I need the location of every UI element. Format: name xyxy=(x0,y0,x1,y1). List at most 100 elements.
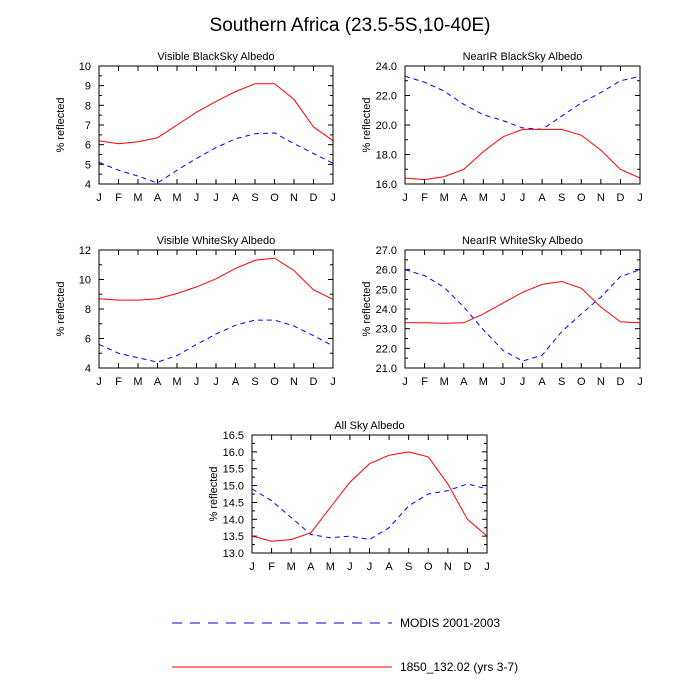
allsky-xtick-label: O xyxy=(424,561,433,573)
nearir-blacksky-xtick-label: M xyxy=(440,192,449,204)
visible-whitesky-series-model xyxy=(98,257,334,301)
nearir-whitesky-series-modis xyxy=(404,269,641,362)
visible-blacksky-xtick-label: A xyxy=(232,192,240,204)
nearir-blacksky-ytick-label: 20.0 xyxy=(376,120,397,132)
nearir-whitesky-ytick-label: 23.0 xyxy=(376,324,397,336)
visible-whitesky-xtick-label: J xyxy=(330,376,336,388)
visible-blacksky-xtick-label: A xyxy=(154,192,162,204)
visible-whitesky-ytick-label: 10 xyxy=(79,275,91,287)
nearir-blacksky-xtick-label: J xyxy=(402,192,408,204)
nearir-whitesky-ylabel: % reflected xyxy=(361,281,373,336)
allsky-xtick-label: A xyxy=(307,561,315,573)
visible-whitesky-ytick-label: 4 xyxy=(85,363,91,375)
visible-whitesky-ytick-label: 12 xyxy=(79,245,91,257)
allsky-ylabel: % reflected xyxy=(208,466,220,521)
nearir-whitesky-ytick-label: 25.0 xyxy=(376,284,397,296)
allsky-ytick-label: 15.0 xyxy=(223,481,244,493)
nearir-whitesky-ytick-label: 24.0 xyxy=(376,304,397,316)
nearir-blacksky-ytick-label: 22.0 xyxy=(376,91,397,103)
visible-whitesky-xtick-label: A xyxy=(232,376,240,388)
nearir-blacksky-xtick-label: N xyxy=(597,192,605,204)
nearir-blacksky-xtick-label: M xyxy=(479,192,488,204)
visible-blacksky-xtick-label: N xyxy=(290,192,298,204)
visible-whitesky-xtick-label: A xyxy=(154,376,162,388)
nearir-blacksky-xtick-label: J xyxy=(500,192,506,204)
nearir-blacksky-xtick-label: F xyxy=(421,192,428,204)
allsky-xtick-label: A xyxy=(385,561,393,573)
allsky-xtick-label: S xyxy=(405,561,412,573)
allsky-title: All Sky Albedo xyxy=(334,420,404,432)
visible-whitesky-xtick-label: J xyxy=(96,376,102,388)
allsky-xtick-label: J xyxy=(484,561,490,573)
visible-blacksky-xtick-label: J xyxy=(330,192,336,204)
visible-whitesky-xtick-label: O xyxy=(270,376,279,388)
visible-blacksky-xtick-label: D xyxy=(310,192,318,204)
nearir-whitesky-xtick-label: M xyxy=(479,376,488,388)
visible-blacksky-ylabel: % reflected xyxy=(55,97,67,152)
allsky-ytick-label: 14.5 xyxy=(223,497,244,509)
nearir-blacksky-frame xyxy=(404,65,641,185)
visible-blacksky-xtick-label: F xyxy=(115,192,122,204)
nearir-whitesky-xtick-label: J xyxy=(402,376,408,388)
allsky-ytick-label: 13.5 xyxy=(223,531,244,543)
nearir-whitesky-xtick-label: J xyxy=(637,376,643,388)
visible-blacksky-series-model xyxy=(98,83,334,145)
nearir-whitesky-title: NearIR WhiteSky Albedo xyxy=(462,235,583,247)
nearir-blacksky-ytick-label: 24.0 xyxy=(376,61,397,73)
nearir-whitesky-xtick-label: F xyxy=(421,376,428,388)
nearir-blacksky-xtick-label: J xyxy=(637,192,643,204)
nearir-blacksky-xtick-label: S xyxy=(558,192,565,204)
visible-whitesky-xtick-label: J xyxy=(194,376,200,388)
nearir-blacksky-xtick-label: D xyxy=(616,192,624,204)
visible-blacksky-xtick-label: J xyxy=(96,192,102,204)
visible-blacksky-ytick-label: 10 xyxy=(79,61,91,73)
visible-blacksky-xtick-label: S xyxy=(251,192,258,204)
visible-whitesky-title: Visible WhiteSky Albedo xyxy=(157,235,275,247)
nearir-whitesky-ytick-label: 26.0 xyxy=(376,265,397,277)
visible-whitesky-ytick-label: 6 xyxy=(85,334,91,346)
visible-blacksky-ytick-label: 8 xyxy=(85,100,91,112)
visible-blacksky-xtick-label: J xyxy=(194,192,200,204)
allsky-ytick-label: 16.5 xyxy=(223,430,244,442)
visible-blacksky-ytick-label: 4 xyxy=(85,179,91,191)
allsky-ytick-label: 16.0 xyxy=(223,447,244,459)
allsky-xtick-label: M xyxy=(287,561,296,573)
allsky-xtick-label: F xyxy=(268,561,275,573)
allsky-series-modis xyxy=(251,483,488,541)
visible-whitesky-xtick-label: F xyxy=(115,376,122,388)
visible-blacksky-ytick-label: 5 xyxy=(85,159,91,171)
nearir-blacksky-ytick-label: 16.0 xyxy=(376,179,397,191)
nearir-blacksky-xtick-label: A xyxy=(460,192,468,204)
legend-label-modis: MODIS 2001-2003 xyxy=(400,616,500,630)
visible-whitesky-ylabel: % reflected xyxy=(55,281,67,336)
nearir-whitesky-xtick-label: J xyxy=(520,376,526,388)
visible-whitesky-xtick-label: M xyxy=(172,376,181,388)
allsky-xtick-label: M xyxy=(326,561,335,573)
nearir-whitesky-xtick-label: S xyxy=(558,376,565,388)
allsky-ytick-label: 14.0 xyxy=(223,514,244,526)
visible-whitesky-xtick-label: S xyxy=(251,376,258,388)
visible-whitesky-xtick-label: N xyxy=(290,376,298,388)
nearir-blacksky-series-model xyxy=(404,128,641,181)
nearir-whitesky-xtick-label: O xyxy=(577,376,586,388)
visible-whitesky-xtick-label: M xyxy=(133,376,142,388)
nearir-whitesky-xtick-label: A xyxy=(538,376,546,388)
legend-label-model: 1850_132.02 (yrs 3-7) xyxy=(400,660,518,674)
visible-whitesky-frame xyxy=(98,249,334,369)
visible-whitesky-series-modis xyxy=(98,319,334,363)
allsky-ytick-label: 13.0 xyxy=(223,548,244,560)
visible-blacksky-xtick-label: O xyxy=(270,192,279,204)
allsky-xtick-label: J xyxy=(347,561,353,573)
nearir-blacksky-xtick-label: A xyxy=(538,192,546,204)
visible-blacksky-series-modis xyxy=(98,132,334,184)
nearir-whitesky-xtick-label: N xyxy=(597,376,605,388)
visible-blacksky-frame xyxy=(98,65,334,185)
allsky-frame xyxy=(251,434,488,554)
visible-blacksky-xtick-label: J xyxy=(213,192,219,204)
visible-blacksky-title: Visible BlackSky Albedo xyxy=(157,51,274,63)
nearir-whitesky-ytick-label: 21.0 xyxy=(376,363,397,375)
